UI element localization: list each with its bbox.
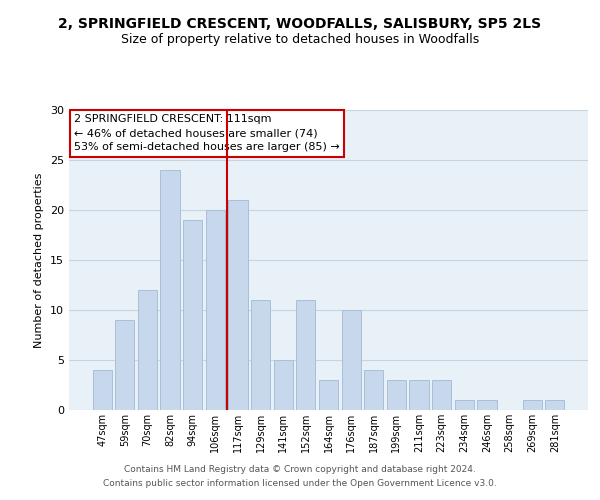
Bar [206, 210, 225, 410]
Bar [432, 380, 451, 410]
Bar [319, 380, 338, 410]
Bar [409, 380, 428, 410]
Bar [115, 320, 134, 410]
Bar [229, 200, 248, 410]
Text: Contains HM Land Registry data © Crown copyright and database right 2024.
Contai: Contains HM Land Registry data © Crown c… [103, 466, 497, 487]
Bar [387, 380, 406, 410]
Text: Size of property relative to detached houses in Woodfalls: Size of property relative to detached ho… [121, 32, 479, 46]
Bar [92, 370, 112, 410]
Text: 2, SPRINGFIELD CRESCENT, WOODFALLS, SALISBURY, SP5 2LS: 2, SPRINGFIELD CRESCENT, WOODFALLS, SALI… [58, 18, 542, 32]
Bar [455, 400, 474, 410]
Bar [296, 300, 316, 410]
Bar [545, 400, 565, 410]
Text: 2 SPRINGFIELD CRESCENT: 111sqm
← 46% of detached houses are smaller (74)
53% of : 2 SPRINGFIELD CRESCENT: 111sqm ← 46% of … [74, 114, 340, 152]
Bar [183, 220, 202, 410]
Bar [274, 360, 293, 410]
Bar [523, 400, 542, 410]
Bar [251, 300, 270, 410]
Bar [341, 310, 361, 410]
Bar [138, 290, 157, 410]
Bar [477, 400, 497, 410]
Bar [364, 370, 383, 410]
Bar [160, 170, 180, 410]
Y-axis label: Number of detached properties: Number of detached properties [34, 172, 44, 348]
